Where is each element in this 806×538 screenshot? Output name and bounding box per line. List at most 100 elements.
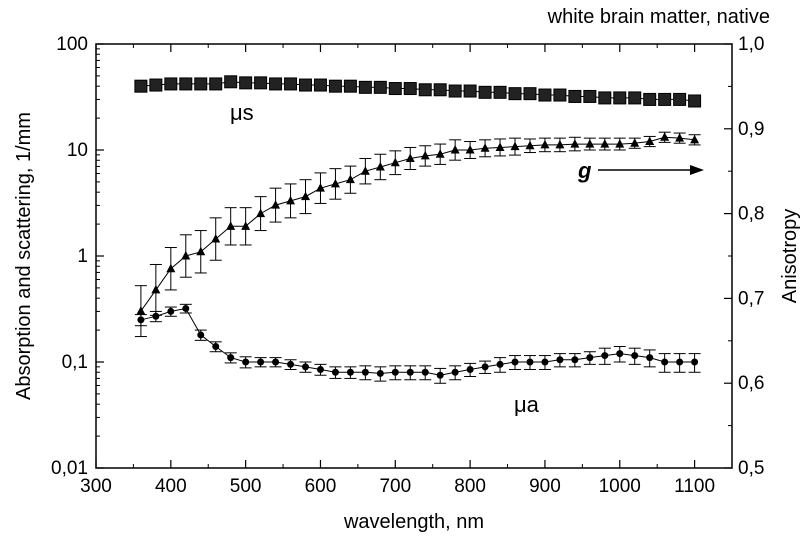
data-point: [630, 138, 640, 147]
x-tick-label: 800: [454, 476, 486, 497]
data-point: [478, 85, 492, 99]
data-point: [540, 139, 550, 149]
data-point: [436, 371, 444, 379]
data-point: [433, 83, 447, 97]
data-point: [511, 358, 519, 366]
data-point: [149, 78, 163, 92]
y2-tick-label: 1,0: [738, 34, 764, 55]
data-point: [628, 91, 642, 105]
data-point: [493, 85, 507, 99]
data-point: [302, 363, 310, 371]
annotation-mu-s: μs: [230, 100, 254, 125]
data-point: [615, 139, 625, 148]
g-arrow: [598, 165, 704, 175]
data-point: [538, 88, 552, 102]
x-tick-label: 400: [155, 476, 187, 497]
data-point: [526, 358, 534, 366]
data-point: [196, 246, 206, 256]
data-point: [388, 82, 402, 96]
data-point: [675, 133, 685, 142]
data-point: [360, 166, 370, 175]
data-point: [164, 77, 178, 91]
data-point: [556, 356, 564, 364]
data-point: [601, 352, 609, 360]
data-point: [373, 80, 387, 94]
annotation-mu-a: μa: [514, 392, 540, 417]
data-point: [358, 80, 372, 94]
data-point: [136, 306, 146, 315]
data-point: [586, 354, 594, 362]
x-tick-label: 600: [305, 476, 337, 497]
data-point: [405, 153, 415, 162]
series-line: [140, 81, 695, 102]
data-point: [179, 77, 193, 91]
x-tick-label: 1000: [599, 476, 641, 497]
data-point: [673, 92, 687, 106]
chart-title: white brain matter, native: [547, 6, 770, 28]
data-point: [182, 304, 190, 312]
data-point: [585, 139, 595, 148]
data-point: [688, 94, 702, 108]
data-point: [284, 77, 298, 91]
data-point: [242, 358, 250, 366]
data-point: [496, 360, 504, 368]
data-point: [421, 368, 429, 376]
data-point: [583, 89, 597, 103]
data-point: [570, 139, 580, 148]
data-point: [212, 343, 220, 351]
data-point: [257, 358, 265, 366]
data-point: [508, 87, 522, 101]
series-line: [140, 136, 695, 312]
data-point: [328, 79, 342, 93]
x-tick-label: 500: [230, 476, 262, 497]
data-point: [376, 369, 384, 377]
data-point: [181, 251, 191, 260]
y-tick-label: 100: [56, 34, 88, 55]
data-point: [571, 356, 579, 364]
data-point: [286, 195, 296, 205]
axis-ticks: 300 400 500 600 700 800 900 1000 1100 0,01 0,1 1 10 1…: [51, 34, 764, 497]
data-point: [553, 88, 567, 102]
series-layer: [134, 75, 702, 384]
data-point: [480, 143, 490, 152]
data-point: [152, 312, 160, 320]
data-point: [361, 368, 369, 376]
data-point: [403, 82, 417, 96]
y2-tick-label: 0,7: [738, 288, 764, 309]
data-point: [227, 354, 235, 362]
data-point: [510, 141, 520, 151]
data-point: [523, 87, 537, 101]
data-point: [525, 140, 535, 150]
data-point: [463, 84, 477, 98]
plot-frame: [95, 43, 733, 469]
data-point: [541, 358, 549, 366]
data-point: [660, 132, 670, 141]
data-point: [658, 92, 672, 106]
data-point: [241, 221, 251, 230]
data-point: [345, 174, 355, 184]
y2-tick-label: 0,6: [738, 373, 764, 394]
data-point: [600, 139, 610, 148]
data-point: [481, 363, 489, 371]
annotation-g: g: [577, 158, 592, 183]
data-point: [420, 150, 430, 160]
data-point: [631, 352, 639, 360]
y2-tick-label: 0,5: [738, 458, 764, 479]
data-point: [465, 145, 475, 154]
data-point: [555, 139, 565, 149]
data-point: [167, 307, 175, 315]
data-point: [224, 75, 238, 89]
x-tick-label: 300: [80, 476, 112, 497]
data-point: [301, 191, 311, 201]
x-axis-label: wavelength, nm: [343, 511, 484, 533]
data-point: [661, 358, 669, 366]
data-point: [299, 78, 313, 92]
data-point: [613, 91, 627, 105]
data-point: [691, 358, 699, 366]
x-tick-label: 900: [529, 476, 561, 497]
data-point: [568, 89, 582, 103]
data-point: [211, 234, 221, 243]
x-tick-label: 1100: [674, 476, 715, 497]
y-tick-label: 0,1: [62, 352, 88, 373]
